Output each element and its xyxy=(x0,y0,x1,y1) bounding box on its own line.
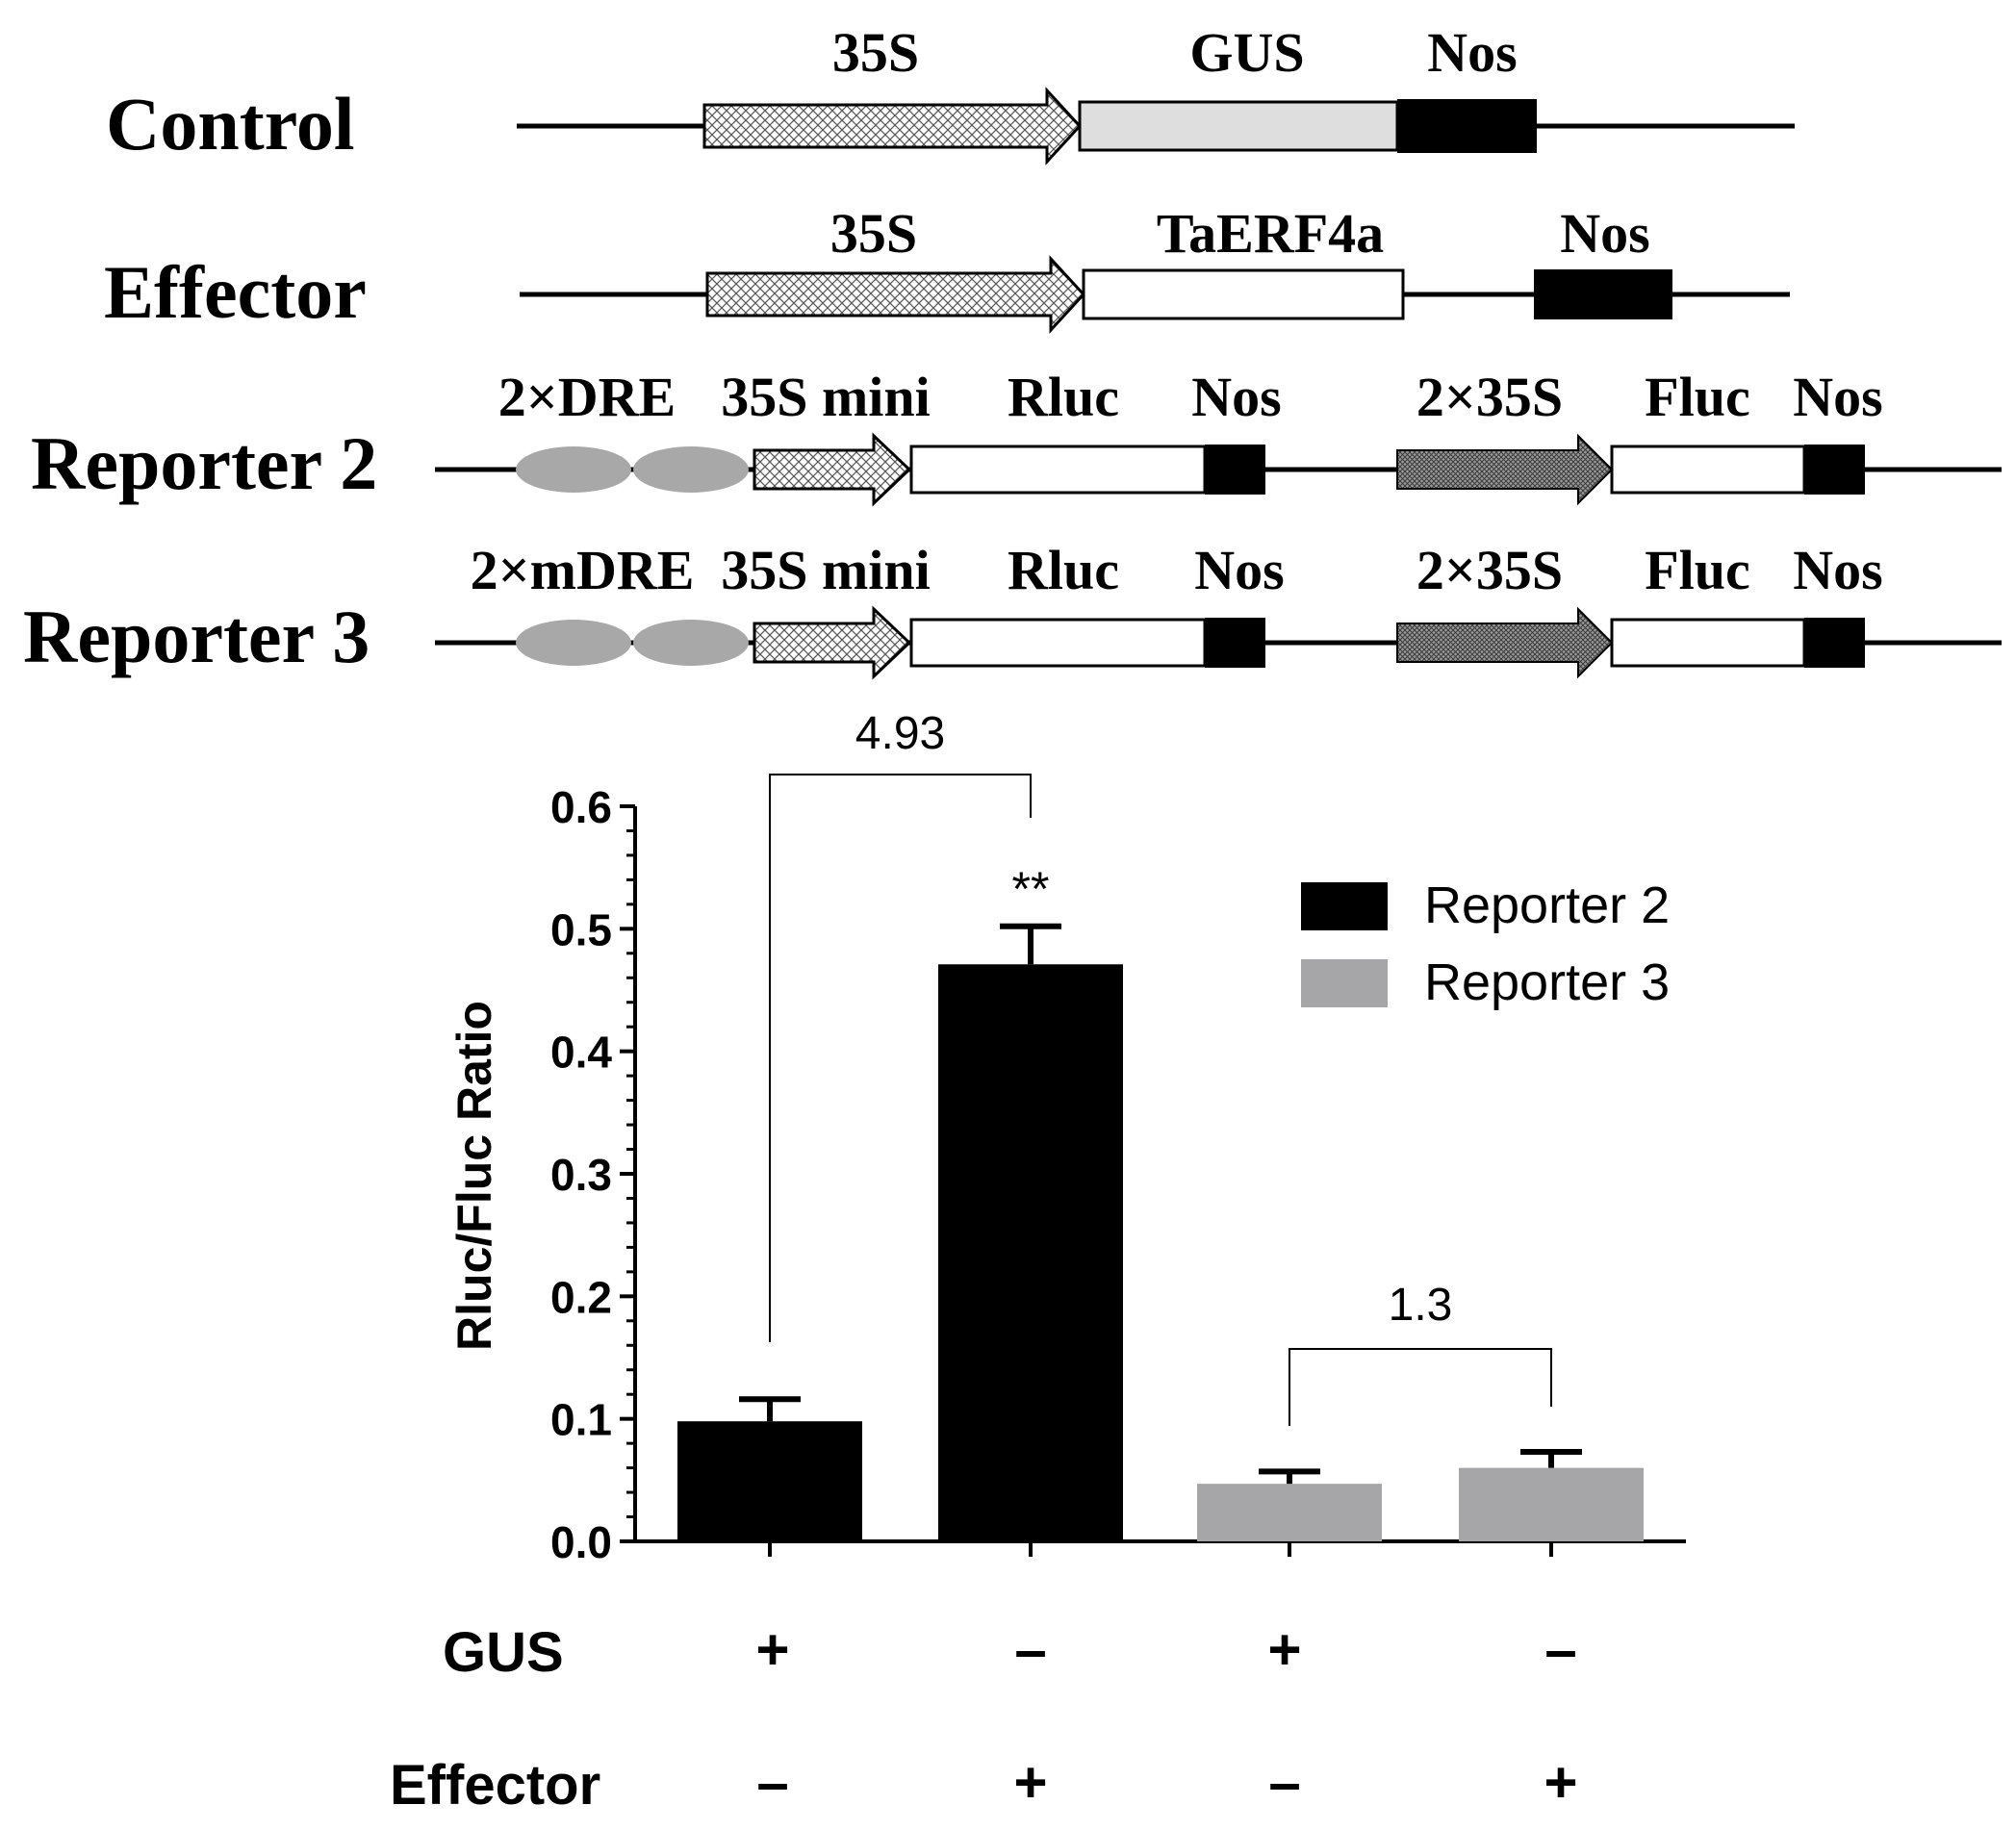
bar xyxy=(1459,1467,1644,1541)
bracket xyxy=(1289,1348,1552,1426)
construct-name-reporter3: Reporter 3 xyxy=(23,595,370,678)
condition-table: GUS Effector + – – + + – – + xyxy=(390,1617,1578,1817)
rluc-box xyxy=(909,618,1207,668)
construct-name-effector: Effector xyxy=(104,250,367,334)
bar xyxy=(677,1421,862,1541)
label-fluc: Fluc xyxy=(1645,366,1750,428)
fluc-box xyxy=(1610,445,1806,495)
gus-sign: – xyxy=(1014,1617,1046,1682)
row-label-gus: GUS xyxy=(443,1621,564,1684)
label-2x35s: 2×35S xyxy=(1416,366,1563,428)
effector-sign: – xyxy=(756,1750,788,1815)
bar xyxy=(1197,1484,1382,1541)
label-gus: GUS xyxy=(1189,21,1304,84)
gus-sign: – xyxy=(1544,1617,1576,1682)
y-tick-label: 0.0 xyxy=(550,1517,612,1567)
promoter-35s-arrow xyxy=(705,255,1086,334)
dre-element xyxy=(516,446,631,493)
legend: Reporter 2 Reporter 3 xyxy=(1301,877,1670,1011)
effector-sign: + xyxy=(1013,1750,1047,1815)
taerf4a-box xyxy=(1082,268,1405,320)
y-tick-label: 0.2 xyxy=(550,1272,612,1322)
effector-sign: + xyxy=(1544,1750,1577,1815)
label-nos: Nos xyxy=(1793,539,1882,601)
gus-sign: + xyxy=(1267,1617,1301,1682)
rluc-box xyxy=(909,445,1207,495)
label-2xdre: 2×DRE xyxy=(498,366,676,428)
nos-box xyxy=(1804,445,1865,495)
label-nos: Nos xyxy=(1194,539,1284,601)
legend-swatch xyxy=(1301,882,1388,930)
label-nos: Nos xyxy=(1560,202,1649,265)
y-tick-label: 0.4 xyxy=(550,1028,612,1078)
nos-box xyxy=(1534,269,1672,319)
construct-effector: Effector 35S TaERF4a Nos xyxy=(104,202,1790,334)
bar xyxy=(938,964,1123,1541)
nos-box xyxy=(1804,618,1865,668)
construct-reporter3: Reporter 3 2×mDRE 35S mini Rluc Nos 2×35… xyxy=(23,539,2002,680)
fold-change-label: 4.93 xyxy=(855,708,945,759)
construct-name-reporter2: Reporter 2 xyxy=(31,421,377,505)
mdre-element xyxy=(516,620,631,666)
bracket xyxy=(769,774,1032,1342)
gus-box xyxy=(1078,100,1399,152)
label-rluc: Rluc xyxy=(1008,366,1119,428)
label-nos: Nos xyxy=(1427,21,1517,84)
construct-control: Control 35S GUS Nos xyxy=(106,21,1795,165)
gus-sign: + xyxy=(755,1617,789,1682)
nos-box xyxy=(1205,445,1265,495)
label-rluc: Rluc xyxy=(1008,539,1119,601)
label-35s-mini: 35S mini xyxy=(721,539,931,601)
bar-chart: Rluc/Fluc Ratio 0.0 0.1 0.2 0.3 0.4 0.5 0.6 **… xyxy=(390,708,1686,1817)
label-nos: Nos xyxy=(1191,366,1281,428)
promoter-35s-mini-arrow xyxy=(753,432,912,507)
bars: ** xyxy=(677,862,1644,1541)
fluc-box xyxy=(1610,618,1806,668)
dre-element xyxy=(633,446,749,493)
construct-name-control: Control xyxy=(106,82,355,165)
y-axis-label: Rluc/Fluc Ratio xyxy=(447,1001,501,1351)
legend-label: Reporter 2 xyxy=(1424,877,1670,934)
promoter-2x35s-arrow xyxy=(1396,433,1614,506)
mdre-element xyxy=(633,620,749,666)
legend-label: Reporter 3 xyxy=(1424,953,1670,1011)
label-35s-mini: 35S mini xyxy=(721,366,931,428)
significance-marker: ** xyxy=(1012,862,1050,916)
label-nos: Nos xyxy=(1793,366,1882,428)
label-2x35s: 2×35S xyxy=(1416,539,1563,601)
label-fluc: Fluc xyxy=(1645,539,1750,601)
promoter-35s-mini-arrow xyxy=(753,605,912,680)
y-tick-label: 0.6 xyxy=(550,782,612,832)
promoter-35s-arrow xyxy=(702,87,1083,165)
y-tick-label: 0.1 xyxy=(550,1395,612,1445)
fold-change-label: 1.3 xyxy=(1389,1280,1453,1331)
effector-sign: – xyxy=(1268,1750,1300,1815)
construct-reporter2: Reporter 2 2×DRE 35S mini Rluc Nos 2×35S… xyxy=(31,366,2002,507)
nos-box xyxy=(1397,99,1537,153)
significance-brackets: 4.93 1.3 xyxy=(769,708,1552,1426)
nos-box xyxy=(1205,618,1265,668)
y-axis: 0.0 0.1 0.2 0.3 0.4 0.5 0.6 xyxy=(550,782,637,1567)
y-tick-label: 0.3 xyxy=(550,1150,612,1200)
label-taerf4a: TaERF4a xyxy=(1157,202,1384,265)
y-tick-label: 0.5 xyxy=(550,904,612,954)
legend-swatch xyxy=(1301,959,1388,1007)
x-axis xyxy=(635,1539,1686,1557)
label-35s: 35S xyxy=(832,21,919,84)
label-2xmdre: 2×mDRE xyxy=(471,539,695,601)
row-label-effector: Effector xyxy=(390,1754,600,1817)
label-35s: 35S xyxy=(830,202,917,265)
promoter-2x35s-arrow xyxy=(1396,606,1614,679)
